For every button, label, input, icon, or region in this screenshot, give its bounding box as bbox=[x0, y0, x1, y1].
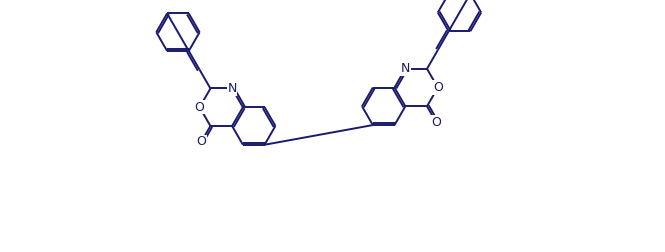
Text: N: N bbox=[400, 62, 410, 75]
Text: N: N bbox=[227, 82, 237, 95]
Text: O: O bbox=[196, 135, 206, 148]
Text: O: O bbox=[195, 101, 205, 114]
Text: O: O bbox=[433, 81, 443, 94]
Text: O: O bbox=[432, 116, 441, 129]
